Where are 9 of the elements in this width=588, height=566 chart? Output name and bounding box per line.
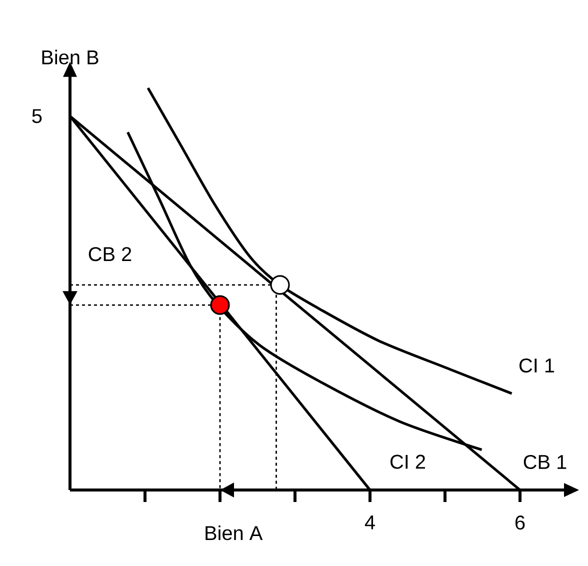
series-label: CB 2	[88, 247, 132, 262]
series-label: CB 1	[524, 454, 566, 470]
series-label: CI 2	[390, 454, 426, 469]
y-axis-title: Bien B	[42, 50, 98, 64]
annotation: 5	[32, 109, 42, 124]
x-axis-title: Bien A	[206, 526, 263, 540]
x-tick-label: 6	[515, 516, 525, 530]
series-label: CI 1	[520, 358, 554, 373]
x-tick-label: 4	[364, 516, 375, 530]
